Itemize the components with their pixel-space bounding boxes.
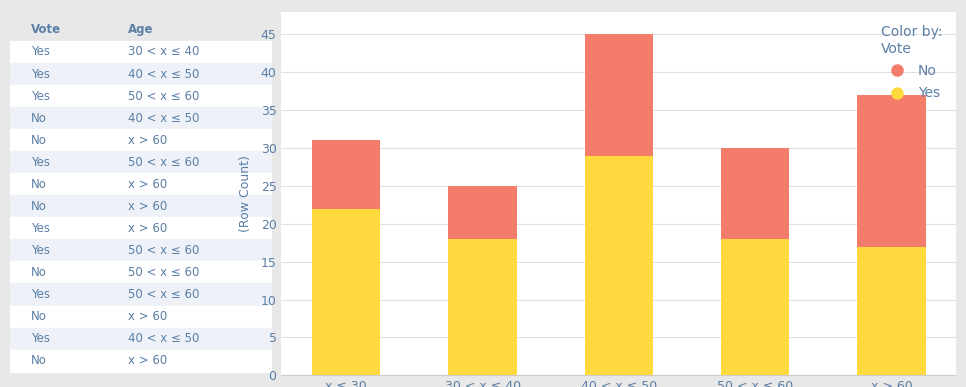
- Text: No: No: [31, 178, 46, 191]
- Bar: [10, 305, 272, 327]
- Text: 50 < x ≤ 60: 50 < x ≤ 60: [128, 266, 199, 279]
- Text: No: No: [31, 111, 46, 125]
- Bar: [722, 239, 789, 375]
- Bar: [448, 186, 517, 239]
- Bar: [584, 34, 653, 156]
- Text: x > 60: x > 60: [128, 310, 167, 323]
- Bar: [312, 209, 381, 375]
- Bar: [722, 148, 789, 239]
- Text: 40 < x ≤ 50: 40 < x ≤ 50: [128, 111, 199, 125]
- Text: No: No: [31, 310, 46, 323]
- Text: Age: Age: [128, 23, 154, 36]
- Bar: [10, 85, 272, 107]
- Text: Yes: Yes: [31, 156, 49, 169]
- Bar: [10, 129, 272, 151]
- Text: Vote: Vote: [31, 23, 61, 36]
- Text: x > 60: x > 60: [128, 134, 167, 147]
- Bar: [858, 247, 925, 375]
- Bar: [10, 261, 272, 283]
- Text: 50 < x ≤ 60: 50 < x ≤ 60: [128, 156, 199, 169]
- Bar: [10, 41, 272, 63]
- Text: x > 60: x > 60: [128, 354, 167, 367]
- Text: Yes: Yes: [31, 288, 49, 301]
- Text: No: No: [31, 200, 46, 213]
- Bar: [10, 151, 272, 173]
- Bar: [858, 95, 925, 247]
- Text: Yes: Yes: [31, 45, 49, 58]
- Bar: [10, 195, 272, 217]
- Bar: [10, 327, 272, 349]
- Legend: No, Yes: No, Yes: [874, 19, 950, 107]
- Text: 40 < x ≤ 50: 40 < x ≤ 50: [128, 67, 199, 80]
- Bar: [312, 140, 381, 209]
- Text: 50 < x ≤ 60: 50 < x ≤ 60: [128, 89, 199, 103]
- Text: 50 < x ≤ 60: 50 < x ≤ 60: [128, 288, 199, 301]
- Bar: [10, 173, 272, 195]
- Text: 50 < x ≤ 60: 50 < x ≤ 60: [128, 244, 199, 257]
- Bar: [10, 349, 272, 372]
- Text: 40 < x ≤ 50: 40 < x ≤ 50: [128, 332, 199, 345]
- Text: x > 60: x > 60: [128, 178, 167, 191]
- Text: Yes: Yes: [31, 67, 49, 80]
- Text: 30 < x ≤ 40: 30 < x ≤ 40: [128, 45, 199, 58]
- Bar: [10, 283, 272, 305]
- Text: Yes: Yes: [31, 222, 49, 235]
- Y-axis label: (Row Count): (Row Count): [240, 155, 252, 232]
- Bar: [10, 217, 272, 239]
- Bar: [10, 63, 272, 85]
- Text: x > 60: x > 60: [128, 200, 167, 213]
- Bar: [448, 239, 517, 375]
- Bar: [584, 156, 653, 375]
- Bar: [10, 107, 272, 129]
- Text: Yes: Yes: [31, 244, 49, 257]
- Text: x > 60: x > 60: [128, 222, 167, 235]
- Text: Yes: Yes: [31, 89, 49, 103]
- Text: No: No: [31, 266, 46, 279]
- Text: Yes: Yes: [31, 332, 49, 345]
- Text: No: No: [31, 354, 46, 367]
- Bar: [10, 239, 272, 261]
- Text: No: No: [31, 134, 46, 147]
